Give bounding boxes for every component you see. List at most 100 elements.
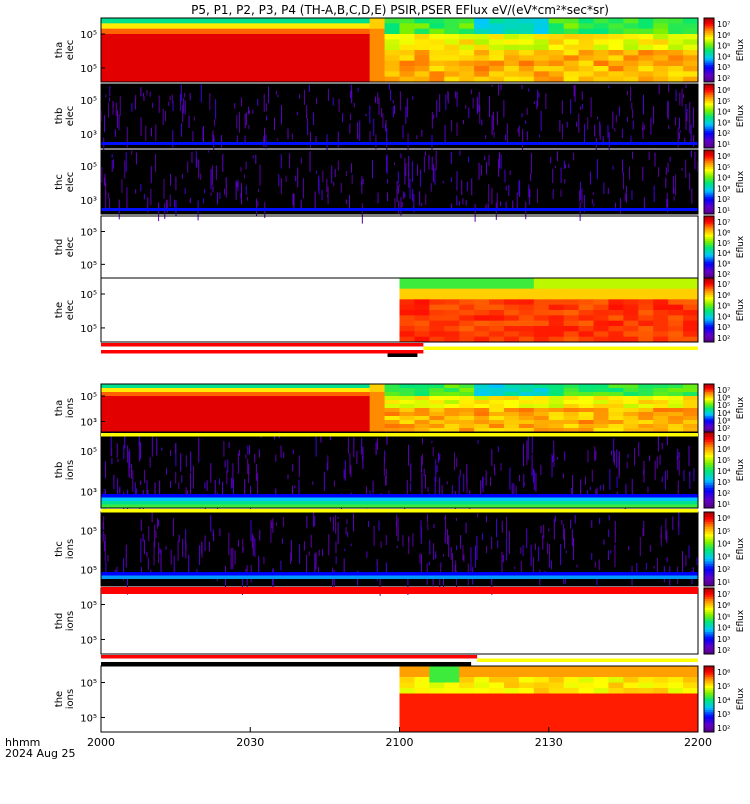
heat-cell bbox=[160, 55, 177, 62]
noise-cell bbox=[689, 102, 691, 122]
heat-cell bbox=[623, 76, 639, 83]
x-tick-label: 2030 bbox=[236, 736, 264, 749]
colorbar-frame bbox=[703, 83, 715, 149]
heat-cell bbox=[638, 34, 654, 40]
colorbar-cell bbox=[704, 130, 714, 134]
heat-cell bbox=[160, 18, 177, 24]
noise-cell bbox=[118, 114, 120, 131]
heat-cell bbox=[324, 44, 341, 51]
colorbar-tick-label: 10² bbox=[717, 724, 730, 733]
noise-cell bbox=[509, 170, 511, 176]
heat-cell bbox=[563, 412, 580, 417]
heat-cell bbox=[503, 34, 520, 40]
colorbar-cell bbox=[704, 113, 714, 117]
noise-cell bbox=[189, 472, 191, 496]
heat-cell bbox=[608, 34, 624, 40]
colorbar-tick-label: 10⁷ bbox=[717, 386, 730, 395]
noise-cell bbox=[196, 568, 198, 574]
colorbar-cell bbox=[704, 583, 714, 587]
noise-cell bbox=[629, 166, 631, 180]
noise-cell bbox=[245, 454, 247, 459]
heat-cell bbox=[324, 39, 341, 46]
y-tick-label: 10³ bbox=[80, 130, 97, 141]
heat-cell bbox=[414, 71, 430, 78]
heat-cell bbox=[503, 50, 520, 56]
heat-cell bbox=[518, 420, 535, 425]
colorbar-cell bbox=[704, 710, 714, 713]
colorbar-cell bbox=[704, 707, 714, 711]
noise-cell bbox=[458, 475, 460, 496]
heat-cell bbox=[578, 396, 595, 401]
heat-cell bbox=[459, 715, 475, 722]
noise-cell bbox=[607, 124, 609, 138]
panel-label-species: ions bbox=[65, 689, 76, 709]
heat-cell bbox=[280, 39, 296, 46]
noise-cell bbox=[531, 454, 533, 476]
heat-cell bbox=[653, 671, 669, 678]
heat-cell bbox=[414, 76, 430, 83]
heat-cell bbox=[399, 400, 415, 405]
colorbar-cell bbox=[704, 167, 714, 170]
colorbar-frame bbox=[703, 665, 715, 733]
noise-cell bbox=[292, 464, 294, 472]
colorbar-cell bbox=[704, 610, 714, 613]
heat-cell bbox=[250, 28, 266, 35]
heat-cell bbox=[623, 294, 639, 300]
noise-cell bbox=[589, 486, 591, 491]
heat-cell bbox=[459, 688, 475, 694]
heat-cell bbox=[145, 39, 162, 46]
heat-cell bbox=[548, 315, 565, 322]
noise-cell bbox=[371, 159, 373, 179]
panel-label-probe: tha bbox=[54, 42, 65, 58]
noise-cell bbox=[526, 131, 528, 141]
heat-cell bbox=[190, 55, 206, 62]
heat-cell bbox=[503, 396, 520, 401]
heat-cell bbox=[668, 304, 684, 311]
panel-frame bbox=[100, 431, 699, 509]
heat-cell bbox=[503, 299, 520, 306]
heat-cell bbox=[429, 715, 445, 722]
noise-cell bbox=[303, 541, 305, 551]
heat-cell bbox=[250, 428, 266, 433]
heat-cell bbox=[578, 71, 595, 78]
colorbar-tick-label: 10⁵ bbox=[717, 682, 730, 691]
heat-cell bbox=[459, 721, 475, 727]
heat-cell bbox=[399, 60, 415, 67]
colorbar-cell bbox=[704, 454, 714, 458]
heat-cell bbox=[429, 50, 445, 56]
noise-cell bbox=[664, 471, 666, 490]
noise-cell bbox=[560, 189, 562, 197]
heat-cell bbox=[548, 299, 565, 306]
noise-cell bbox=[535, 472, 537, 492]
noise-cell bbox=[294, 485, 296, 489]
heat-cell bbox=[265, 76, 281, 83]
y-tick-label: 10³ bbox=[80, 196, 97, 207]
noise-cell bbox=[595, 137, 597, 155]
colorbar-cell bbox=[704, 301, 714, 305]
flag-bar bbox=[101, 433, 698, 437]
noise-cell bbox=[596, 116, 598, 120]
noise-cell bbox=[412, 96, 414, 101]
panel-label-species: elec bbox=[65, 172, 76, 193]
colorbar-cell bbox=[704, 175, 714, 179]
heat-cell bbox=[518, 416, 535, 421]
noise-cell bbox=[174, 199, 176, 208]
heat-cell bbox=[518, 39, 535, 46]
noise-cell bbox=[659, 454, 661, 465]
noise-cell bbox=[436, 100, 438, 118]
heat-cell bbox=[593, 50, 609, 56]
heat-cell bbox=[429, 23, 445, 30]
heat-cell bbox=[503, 294, 520, 300]
noise-cell bbox=[456, 91, 458, 107]
heat-cell bbox=[309, 424, 326, 429]
heat-cell bbox=[668, 294, 684, 300]
heat-cell bbox=[101, 396, 117, 401]
noise-cell bbox=[468, 107, 470, 119]
noise-cell bbox=[247, 445, 249, 455]
noise-cell bbox=[170, 173, 172, 186]
heat-cell bbox=[474, 682, 490, 689]
colorbar-cell bbox=[704, 416, 714, 419]
colorbar-cell bbox=[704, 135, 714, 138]
heat-cell bbox=[205, 396, 221, 401]
heat-cell bbox=[399, 704, 415, 711]
